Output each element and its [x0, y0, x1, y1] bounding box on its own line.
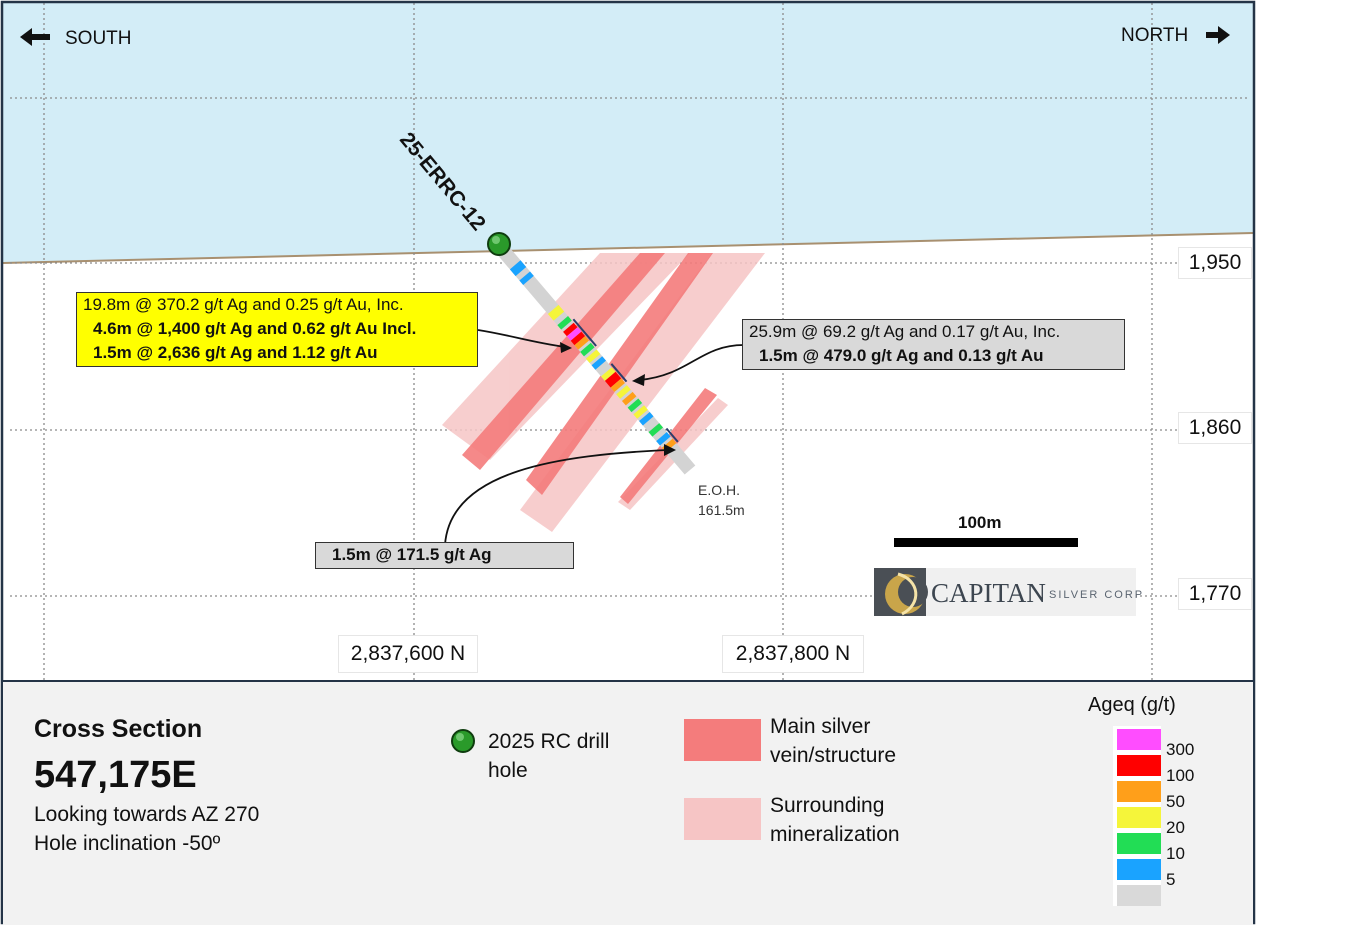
- ageq-swatch-1: [1117, 755, 1161, 776]
- intercept-marker-0: [572, 318, 597, 347]
- legend-easting: 547,175E: [34, 754, 197, 796]
- callout-upper-line-2: 1.5m @ 479.0 g/t Ag and 0.13 g/t Au: [759, 346, 1044, 365]
- ageq-label-5: 5: [1166, 870, 1176, 889]
- assay-interval-7: [574, 336, 589, 350]
- legend-surrounding-label-2: mineralization: [770, 823, 900, 846]
- topography-line: [3, 232, 1253, 264]
- ageq-swatch-3: [1117, 807, 1161, 828]
- ageq-label-300: 300: [1166, 740, 1195, 759]
- ageq-color-scale: 300 100 50 20 10 5: [1113, 726, 1194, 906]
- ageq-label-100: 100: [1166, 766, 1195, 785]
- drill-hole-legend-icon: [451, 729, 475, 753]
- legend-view-direction: Looking towards AZ 270: [34, 803, 260, 826]
- scale-bar: [894, 538, 1078, 547]
- assay-interval-8: [580, 342, 595, 357]
- callout-upper-intercept: 25.9m @ 69.2 g/t Ag and 0.17 g/t Au, Inc…: [742, 319, 1125, 370]
- assay-interval-10: [591, 356, 607, 370]
- eoh-depth: 161.5m: [698, 502, 745, 518]
- assay-interval-15: [621, 391, 637, 406]
- callout-main-intercept: 19.8m @ 370.2 g/t Ag and 0.25 g/t Au, In…: [76, 292, 478, 367]
- assay-interval-5: [566, 327, 582, 341]
- legend-drill-hole-label-1: 2025 RC drill: [488, 730, 610, 753]
- scale-bar-label: 100m: [958, 513, 1002, 532]
- surrounding-swatch: [684, 798, 761, 840]
- northing-label-2837600: 2,837,600 N: [338, 635, 478, 673]
- legend-inclination: Hole inclination -50º: [34, 832, 221, 855]
- legend-main-vein-label-1: Main silver: [770, 715, 871, 738]
- arrowheads: [560, 342, 676, 456]
- assay-interval-19: [648, 423, 664, 437]
- assay-interval-1: [519, 271, 534, 285]
- callout-leaders: [444, 329, 745, 546]
- assay-interval-12: [604, 371, 622, 388]
- assay-interval-9: [585, 349, 601, 364]
- assay-interval-4: [563, 322, 578, 337]
- capitan-logo-icon: [874, 568, 1136, 616]
- assay-interval-17: [633, 405, 648, 419]
- main-vein-swatch: [684, 719, 761, 761]
- elevation-label-1770: 1,770: [1178, 578, 1252, 610]
- legend-panel: Cross Section 547,175E Looking towards A…: [3, 680, 1253, 925]
- ageq-swatch-4: [1117, 833, 1161, 854]
- intercept-marker-1: [610, 363, 628, 383]
- drill-collar-highlight: [492, 236, 500, 244]
- south-label: SOUTH: [65, 28, 132, 49]
- callout-lower-intercept: 1.5m @ 171.5 g/t Ag: [315, 542, 574, 569]
- elevation-label-1860: 1,860: [1178, 412, 1252, 444]
- ageq-swatch-6: [1117, 885, 1161, 906]
- ageq-swatch-2: [1117, 781, 1161, 802]
- assay-interval-11: [601, 367, 616, 381]
- sky-area: [3, 3, 1253, 263]
- assay-interval-16: [627, 398, 643, 413]
- legend-drill-hole-label-2: hole: [488, 759, 528, 782]
- assay-intervals: [509, 260, 679, 453]
- ageq-swatch-0: [1117, 729, 1161, 750]
- north-label: NORTH: [1121, 25, 1189, 46]
- ageq-swatch-5: [1117, 859, 1161, 880]
- legend-main-vein-label-2: vein/structure: [770, 744, 897, 767]
- logo-text-sub: SILVER CORP: [1049, 589, 1145, 601]
- ageq-label-50: 50: [1166, 792, 1185, 811]
- ageq-legend-title: Ageq (g/t): [1088, 694, 1176, 716]
- ageq-label-10: 10: [1166, 844, 1185, 863]
- callout-main-line-1: 19.8m @ 370.2 g/t Ag and 0.25 g/t Au, In…: [83, 295, 404, 314]
- northing-label-2837800: 2,837,800 N: [722, 635, 864, 673]
- assay-interval-0: [509, 260, 527, 277]
- assay-interval-2: [547, 304, 565, 321]
- logo-text-main: CAPITAN: [931, 578, 1046, 608]
- assay-interval-20: [656, 432, 671, 446]
- callout-lower-line-1: 1.5m @ 171.5 g/t Ag: [332, 545, 492, 564]
- north-arrow-icon: [1206, 26, 1230, 44]
- legend-title: Cross Section: [34, 715, 203, 743]
- assay-interval-13: [610, 378, 626, 393]
- legend-surrounding-label-1: Surrounding: [770, 794, 885, 817]
- elevation-label-1950: 1,950: [1178, 247, 1252, 279]
- drill-collar: [487, 232, 511, 256]
- eoh-label: E.O.H.: [698, 482, 741, 498]
- callout-main-line-3: 1.5m @ 2,636 g/t Ag and 1.12 g/t Au: [93, 343, 378, 362]
- assay-interval-6: [570, 331, 586, 346]
- callout-upper-line-1: 25.9m @ 69.2 g/t Ag and 0.17 g/t Au, Inc…: [749, 322, 1061, 341]
- south-arrow-icon: [20, 28, 50, 46]
- assay-interval-18: [639, 411, 654, 426]
- assay-interval-14: [616, 385, 631, 399]
- assay-interval-3: [557, 316, 572, 330]
- intercept-marker-2: [665, 427, 679, 443]
- assay-interval-21: [661, 438, 677, 453]
- ageq-label-20: 20: [1166, 818, 1185, 837]
- callout-main-line-2: 4.6m @ 1,400 g/t Ag and 0.62 g/t Au Incl…: [93, 319, 417, 338]
